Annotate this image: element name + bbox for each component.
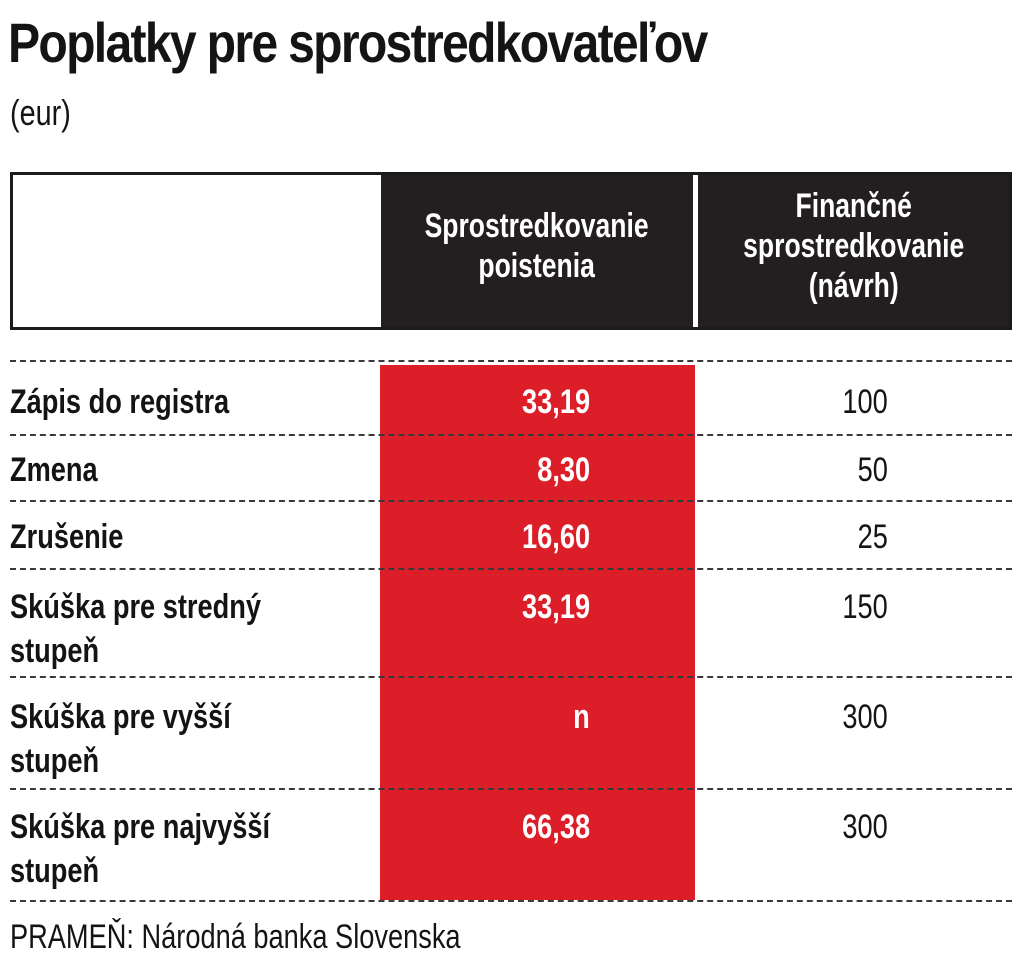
cell-financial-value: 25	[857, 518, 888, 556]
cell-financial-value: 300	[842, 698, 888, 736]
column-header-insurance: Sprostredkovanie poistenia	[381, 175, 693, 327]
highlight-column	[380, 365, 695, 900]
cell-insurance-value: 33,19	[521, 588, 590, 626]
row-separator	[10, 676, 1012, 678]
cell-insurance-value: 8,30	[537, 451, 590, 489]
row-label: Zápis do registra	[10, 383, 230, 421]
row-separator	[10, 900, 1012, 902]
chart-title: Poplatky pre sprostredkovateľov	[8, 11, 708, 74]
column-header-insurance-label: Sprostredkovanie poistenia	[424, 207, 650, 285]
column-header-financial-label: Finančné sprostredkovanie (návrh)	[742, 187, 965, 305]
row-label: Zmena	[10, 451, 98, 489]
table-header: Sprostredkovanie poistenia Finančné spro…	[10, 172, 1012, 330]
row-separator	[10, 360, 1012, 362]
cell-insurance-value: 66,38	[521, 808, 590, 846]
cell-financial-value: 50	[857, 451, 888, 489]
cell-insurance-value: 33,19	[521, 383, 590, 421]
source-note: PRAMEŇ: Národná banka Slovenska	[10, 918, 461, 956]
row-separator	[10, 568, 1012, 570]
row-separator	[10, 500, 1012, 502]
cell-insurance-value: 16,60	[521, 518, 590, 556]
cell-financial-value: 150	[842, 588, 888, 626]
unit-label: (eur)	[10, 92, 71, 133]
row-label: Skúška pre najvyšší stupeň	[10, 808, 271, 890]
row-separator	[10, 788, 1012, 790]
cell-financial-value: 100	[842, 383, 888, 421]
row-separator	[10, 434, 1012, 436]
column-header-financial: Finančné sprostredkovanie (návrh)	[698, 175, 1009, 327]
row-label: Skúška pre stredný stupeň	[10, 588, 261, 670]
cell-financial-value: 300	[842, 808, 888, 846]
cell-insurance-value: n	[573, 698, 590, 736]
row-label: Zrušenie	[10, 518, 124, 556]
row-label: Skúška pre vyšší stupeň	[10, 698, 231, 780]
